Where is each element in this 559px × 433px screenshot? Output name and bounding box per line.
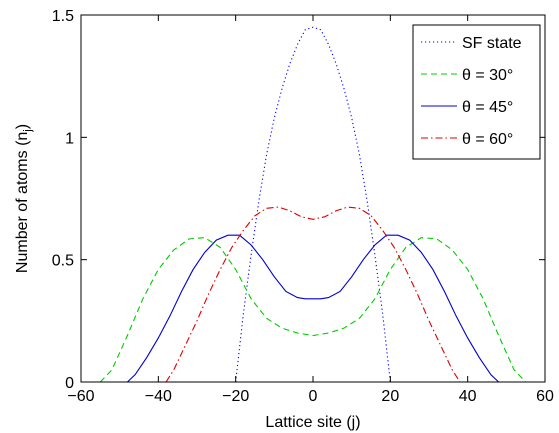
legend-box	[412, 24, 541, 160]
x-tick-label: −60	[67, 388, 94, 405]
y-axis-title: Number of atoms (nj)	[14, 124, 34, 273]
series-line-4	[165, 206, 461, 383]
plot-frame	[80, 14, 546, 383]
legend-label-4: θ = 60°	[462, 131, 513, 148]
y-axis-title-main: Number of atoms (n	[14, 132, 31, 273]
legend-label-3: θ = 45°	[462, 99, 513, 116]
series-line-2	[99, 237, 527, 383]
y-axis-title-sub: j	[22, 129, 34, 132]
legend: SF state θ = 30° θ = 45° θ = 60°	[412, 24, 541, 160]
legend-items: SF state θ = 30° θ = 45° θ = 60°	[421, 35, 522, 148]
series-line-1	[235, 26, 391, 383]
series-line-3	[127, 234, 499, 383]
tick-labels: −60 −40 −20 0 20 40 60 0 0.5 1 1.5	[52, 8, 554, 405]
x-tick-label: 0	[309, 388, 318, 405]
y-axis-title-close: )	[14, 124, 31, 129]
series-layer	[99, 26, 527, 383]
y-tick-label: 1	[65, 130, 74, 147]
x-tick-label: −40	[145, 388, 172, 405]
legend-label-2: θ = 30°	[462, 67, 513, 84]
legend-label-1: SF state	[462, 35, 522, 52]
x-tick-label: 60	[536, 388, 554, 405]
y-tick-label: 1.5	[52, 8, 74, 25]
x-tick-label: 40	[459, 388, 477, 405]
y-tick-label: 0.5	[52, 253, 74, 270]
x-axis-title: Lattice site (j)	[265, 414, 360, 431]
y-tick-label: 0	[65, 375, 74, 392]
x-tick-label: 20	[381, 388, 399, 405]
x-tick-label: −20	[222, 388, 249, 405]
